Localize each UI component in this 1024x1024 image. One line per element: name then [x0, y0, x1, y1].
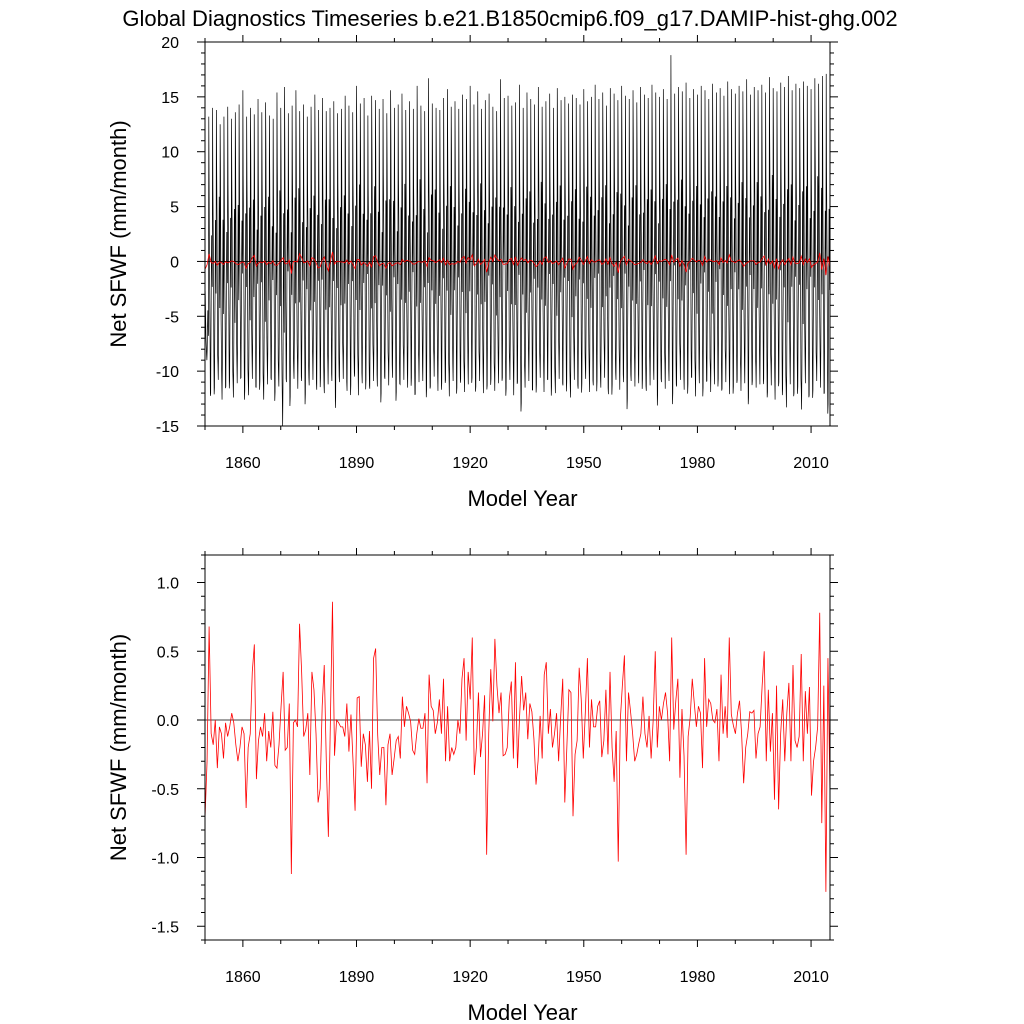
- top-ytick-label: -5: [165, 309, 179, 326]
- bottom-xtick-label: 2010: [793, 969, 829, 986]
- bottom-xtick-label: 1980: [680, 969, 716, 986]
- top-panel: 1860 1890 1920 1950 1980 2010 -15 -10 -5 0 5 10 15 20…: [106, 35, 838, 511]
- top-ytick-label: 20: [161, 35, 179, 52]
- bottom-ytick-label: -0.5: [151, 782, 179, 799]
- bottom-ytick-label: -1.0: [151, 851, 179, 868]
- top-ytick-label: -15: [156, 419, 179, 436]
- figure-title: Global Diagnostics Timeseries b.e21.B185…: [122, 6, 897, 31]
- top-xtick-label: 1980: [680, 455, 716, 472]
- top-plot-area: [205, 55, 830, 426]
- bottom-panel: 1860 1890 1920 1950 1980 2010 -1.5 -1.0 -0.5 0.0 0…: [106, 548, 838, 1024]
- bottom-xtick-label: 1890: [339, 969, 375, 986]
- bottom-ytick-label: 0.0: [157, 713, 179, 730]
- top-xtick-label: 1920: [452, 455, 488, 472]
- top-ytick-label: 15: [161, 90, 179, 107]
- bottom-ytick-label: 0.5: [157, 644, 179, 661]
- top-x-axis-label: Model Year: [467, 486, 577, 511]
- bottom-xtick-label: 1920: [452, 969, 488, 986]
- top-plot-frame: [204, 41, 831, 427]
- bottom-xtick-label: 1860: [225, 969, 261, 986]
- top-xtick-label: 1890: [339, 455, 375, 472]
- top-series-monthly-line: [205, 55, 830, 426]
- bottom-ytick-label: 1.0: [157, 576, 179, 593]
- bottom-x-axis-label: Model Year: [467, 1000, 577, 1024]
- bottom-y-axis-label: Net SFWF (mm/month): [106, 634, 131, 861]
- bottom-plot-area: [205, 601, 830, 892]
- top-ytick-label: 10: [161, 145, 179, 162]
- bottom-plot-frame: [204, 554, 831, 941]
- bottom-xtick-label: 1950: [566, 969, 602, 986]
- bottom-ytick-label: -1.5: [151, 919, 179, 936]
- top-xtick-label: 2010: [793, 455, 829, 472]
- top-xtick-label: 1950: [566, 455, 602, 472]
- top-series-annual-line: [205, 251, 830, 276]
- top-y-axis-label: Net SFWF (mm/month): [106, 120, 131, 347]
- top-ytick-label: 5: [170, 200, 179, 217]
- top-xtick-label: 1860: [225, 455, 261, 472]
- top-ytick-label: 0: [170, 254, 179, 271]
- bottom-series-annual-line: [205, 601, 830, 892]
- top-ytick-label: -10: [156, 364, 179, 381]
